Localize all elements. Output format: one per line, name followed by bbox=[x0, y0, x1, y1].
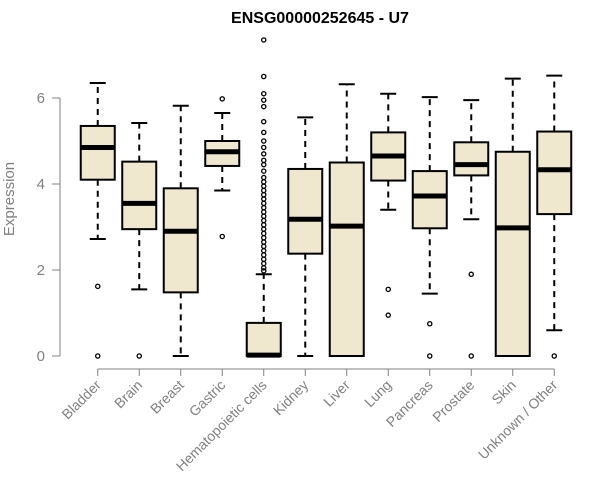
outlier-point bbox=[260, 230, 267, 237]
x-tick-label: Bladder bbox=[58, 377, 104, 423]
iqr-box bbox=[328, 161, 365, 357]
iqr-box bbox=[121, 160, 158, 231]
outlier-point bbox=[426, 320, 433, 327]
outlier-point bbox=[260, 174, 267, 181]
outlier-point bbox=[95, 283, 101, 290]
outlier-point bbox=[260, 90, 267, 97]
outlier-point bbox=[260, 187, 267, 194]
outlier-point bbox=[260, 183, 267, 189]
outlier-point bbox=[260, 118, 267, 125]
box-group-bladder bbox=[79, 81, 116, 359]
outlier-point bbox=[468, 353, 474, 359]
iqr-box bbox=[453, 141, 490, 177]
iqr-box bbox=[245, 321, 282, 358]
outlier-point bbox=[260, 179, 267, 185]
outlier-point bbox=[260, 168, 267, 174]
boxes-layer bbox=[79, 37, 573, 359]
outlier-point bbox=[95, 353, 101, 359]
iqr-box bbox=[287, 167, 324, 255]
y-tick-label: 0 bbox=[37, 348, 45, 365]
box-group-hematopoietic-cells bbox=[245, 37, 282, 358]
outlier-point bbox=[219, 233, 225, 240]
outlier-point bbox=[260, 200, 267, 207]
box-group-breast bbox=[162, 104, 199, 357]
outlier-point bbox=[385, 286, 391, 293]
box-group-skin bbox=[494, 77, 531, 357]
outlier-point bbox=[260, 260, 267, 267]
y-tick-label: 4 bbox=[37, 176, 45, 193]
outlier-point bbox=[260, 217, 267, 224]
outlier-point bbox=[260, 247, 267, 254]
outlier-point bbox=[551, 353, 558, 359]
outlier-point bbox=[260, 196, 267, 202]
outlier-point bbox=[260, 222, 267, 228]
chart-title: ENSG00000252645 - U7 bbox=[231, 10, 409, 27]
outlier-point bbox=[260, 157, 267, 164]
outlier-point bbox=[260, 268, 267, 274]
x-tick-label: Unknown / Other bbox=[475, 377, 561, 463]
outlier-point bbox=[260, 138, 267, 144]
outlier-point bbox=[260, 103, 267, 110]
box-group-unknown-other bbox=[536, 74, 573, 359]
outlier-point bbox=[260, 239, 267, 245]
box-group-gastric bbox=[204, 96, 241, 240]
outlier-point bbox=[260, 191, 267, 198]
y-axis: 0 2 4 6 bbox=[37, 90, 61, 365]
iqr-box bbox=[162, 187, 199, 294]
iqr-box bbox=[79, 124, 116, 181]
x-tick-label: Liver bbox=[320, 377, 353, 410]
outlier-point bbox=[260, 243, 267, 250]
y-axis-label: Expression bbox=[1, 162, 18, 236]
outlier-point bbox=[260, 213, 267, 219]
outlier-point bbox=[260, 234, 267, 241]
box-group-brain bbox=[121, 121, 158, 359]
x-tick-label: Prostate bbox=[429, 377, 477, 425]
x-tick-label: Kidney bbox=[270, 377, 312, 419]
outlier-point bbox=[260, 129, 267, 136]
box-group-prostate bbox=[453, 99, 490, 359]
outlier-point bbox=[260, 204, 267, 211]
iqr-box bbox=[536, 130, 573, 216]
outlier-point bbox=[260, 265, 267, 271]
outlier-point bbox=[468, 271, 474, 278]
outlier-point bbox=[219, 96, 225, 102]
outlier-point bbox=[385, 312, 391, 318]
x-tick-label: Lung bbox=[361, 377, 394, 410]
x-tick-label: Skin bbox=[488, 377, 519, 408]
iqr-box bbox=[411, 170, 448, 230]
box-group-pancreas bbox=[411, 96, 448, 359]
outlier-point bbox=[136, 353, 142, 359]
outlier-point bbox=[260, 226, 267, 232]
outlier-point bbox=[260, 161, 267, 168]
box-group-liver bbox=[328, 83, 365, 357]
outlier-point bbox=[260, 73, 267, 80]
outlier-point bbox=[260, 144, 267, 151]
outlier-point bbox=[260, 151, 267, 157]
y-tick-label: 6 bbox=[37, 90, 45, 107]
box-group-lung bbox=[370, 92, 407, 318]
box-group-kidney bbox=[287, 116, 324, 357]
outlier-point bbox=[260, 252, 267, 258]
outlier-point bbox=[260, 256, 267, 262]
x-tick-label: Breast bbox=[147, 377, 187, 417]
outlier-point bbox=[260, 209, 267, 215]
y-tick-label: 2 bbox=[37, 262, 45, 279]
x-tick-label: Brain bbox=[111, 377, 145, 411]
outlier-point bbox=[260, 37, 267, 43]
iqr-box bbox=[494, 150, 531, 357]
outlier-point bbox=[260, 97, 267, 103]
outlier-point bbox=[426, 353, 433, 359]
